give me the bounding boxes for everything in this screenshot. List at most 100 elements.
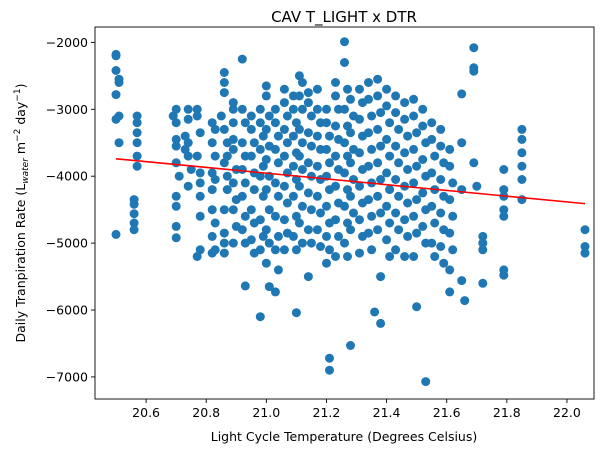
data-point	[303, 225, 313, 235]
data-point	[246, 111, 256, 121]
data-point	[412, 161, 422, 171]
data-point	[228, 144, 238, 154]
data-point	[132, 128, 142, 138]
data-point	[261, 155, 271, 164]
y-label-middle2: day	[13, 101, 28, 129]
data-point	[316, 242, 325, 251]
data-point	[370, 307, 380, 317]
data-point	[228, 134, 238, 144]
data-point	[391, 175, 401, 184]
data-point	[279, 84, 289, 94]
data-point	[412, 228, 422, 238]
data-point	[331, 78, 340, 87]
data-point	[273, 191, 283, 201]
data-point	[409, 178, 419, 188]
y-tick-label: −7000	[46, 369, 88, 384]
data-point	[261, 91, 271, 101]
data-point	[364, 195, 373, 205]
data-point	[261, 185, 271, 195]
data-point	[294, 151, 304, 161]
data-point	[394, 158, 404, 168]
data-point	[400, 252, 410, 261]
data-point	[394, 191, 404, 201]
data-point	[382, 201, 392, 211]
data-point	[418, 121, 428, 131]
data-point	[394, 124, 404, 134]
x-tick-label: 21.2	[313, 405, 341, 420]
data-point	[391, 91, 401, 101]
data-point	[409, 111, 419, 121]
data-point	[111, 51, 121, 61]
data-point	[355, 114, 364, 124]
data-point	[403, 131, 413, 141]
data-point	[249, 138, 259, 148]
data-point	[430, 151, 440, 161]
data-point	[367, 211, 377, 221]
data-point	[111, 90, 121, 100]
data-point	[325, 131, 334, 141]
data-point	[400, 215, 410, 225]
data-point	[322, 231, 331, 241]
data-point	[219, 88, 229, 98]
data-point	[340, 138, 349, 148]
data-point	[340, 58, 349, 67]
data-point	[291, 308, 301, 318]
data-point	[306, 111, 316, 121]
data-point	[303, 128, 313, 138]
data-point	[171, 104, 181, 114]
data-point	[171, 221, 181, 231]
data-point	[282, 138, 292, 148]
data-point	[129, 199, 139, 209]
data-point	[403, 165, 413, 174]
data-point	[499, 211, 509, 221]
x-tick-label: 21.8	[493, 405, 521, 420]
data-point	[517, 148, 527, 158]
data-point	[322, 104, 331, 114]
data-point	[418, 188, 428, 198]
data-point	[297, 201, 307, 211]
data-point	[228, 104, 238, 114]
data-point	[322, 258, 331, 268]
data-point	[303, 88, 313, 98]
data-point	[255, 312, 265, 322]
data-point	[228, 178, 238, 188]
data-point	[346, 158, 355, 168]
y-label-sup2: −1	[13, 88, 23, 101]
data-point	[412, 128, 422, 138]
data-point	[373, 158, 383, 168]
data-point	[270, 178, 280, 188]
data-point	[168, 111, 178, 121]
data-point	[312, 161, 322, 171]
data-point	[427, 168, 437, 178]
data-point	[322, 144, 331, 154]
data-point	[237, 138, 247, 148]
data-point	[192, 252, 202, 261]
data-point	[186, 165, 196, 174]
data-point	[376, 208, 386, 218]
data-point	[517, 161, 527, 171]
data-point	[436, 124, 446, 134]
data-point	[346, 341, 355, 350]
data-point	[349, 208, 358, 218]
data-point	[391, 141, 401, 151]
data-point	[445, 228, 455, 238]
y-tick-label: −6000	[46, 303, 88, 318]
data-point	[210, 151, 220, 161]
data-point	[382, 168, 392, 178]
data-point	[427, 201, 437, 211]
data-point	[282, 198, 292, 208]
data-point	[246, 124, 256, 134]
data-point	[183, 114, 193, 124]
data-point	[322, 201, 331, 211]
data-point	[219, 228, 229, 238]
data-point	[183, 151, 193, 161]
data-point	[325, 245, 334, 255]
data-point	[219, 124, 229, 134]
data-point	[270, 287, 280, 297]
data-point	[279, 98, 289, 108]
data-point	[171, 158, 181, 168]
data-point	[180, 144, 190, 154]
data-point	[436, 175, 446, 184]
data-point	[403, 198, 413, 208]
data-point	[111, 66, 121, 75]
